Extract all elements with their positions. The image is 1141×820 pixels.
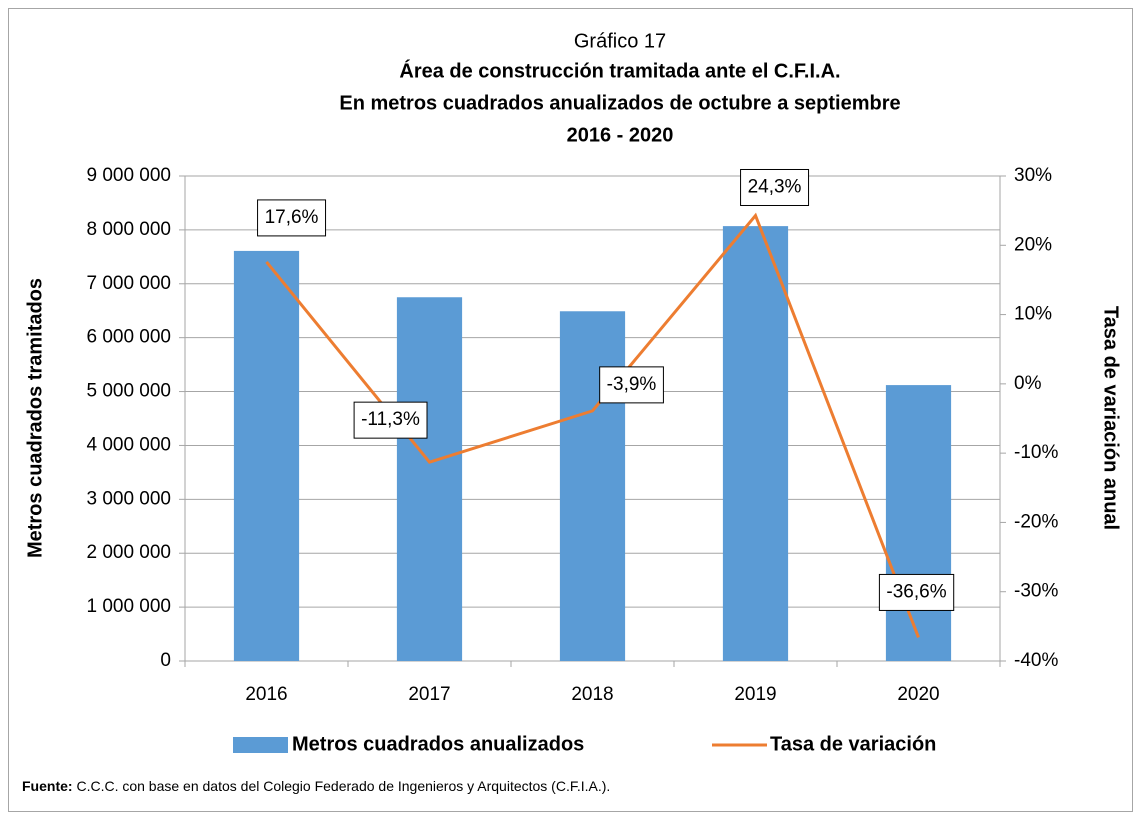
chart-subtitle: Área de construcción tramitada ante el C…	[399, 59, 840, 82]
data-label-box	[740, 168, 810, 206]
y-tick-label: 9 000 000	[86, 165, 171, 186]
chart-title: Gráfico 17	[574, 30, 666, 52]
data-label-group: -3,9%	[599, 366, 664, 404]
data-label-group: 24,3%	[740, 168, 810, 206]
data-label-box	[878, 573, 955, 611]
y2-tick-label: -30%	[1014, 581, 1058, 602]
y-tick-label: 2 000 000	[86, 542, 171, 563]
bar	[233, 250, 300, 661]
source-label: Fuente:	[22, 778, 73, 794]
data-label: -3,9%	[607, 374, 657, 395]
bar	[722, 226, 789, 661]
chart-subtitle: En metros cuadrados anualizados de octub…	[339, 92, 900, 114]
bar	[885, 385, 952, 661]
data-label: 17,6%	[265, 207, 319, 228]
bar	[559, 311, 626, 661]
x-tick-label: 2020	[897, 684, 939, 705]
line	[265, 212, 920, 638]
y2-tick-label: -20%	[1014, 511, 1058, 532]
data-label: 24,3%	[748, 177, 802, 198]
data-label-box	[599, 366, 664, 404]
chart-subtitle: 2016 - 2020	[567, 124, 674, 146]
y-tick-label: 5 000 000	[86, 381, 171, 402]
y-tick-label: 6 000 000	[86, 327, 171, 348]
y2-tick-label: 20%	[1014, 234, 1052, 255]
data-label: -36,6%	[886, 581, 946, 602]
y-tick-label: 7 000 000	[86, 273, 171, 294]
y2-tick-label: -40%	[1014, 650, 1058, 671]
y-axis-label: Metros cuadrados tramitados	[24, 278, 46, 558]
data-label-group: -36,6%	[878, 573, 955, 611]
data-label-group: 17,6%	[257, 199, 327, 237]
x-tick-label: 2017	[408, 684, 450, 705]
legend-swatch	[233, 737, 288, 753]
x-tick-label: 2019	[734, 684, 776, 705]
x-tick-label: 2018	[571, 684, 613, 705]
y-tick-label: 3 000 000	[86, 488, 171, 509]
y-tick-label: 4 000 000	[86, 434, 171, 455]
data-label-box	[257, 199, 327, 237]
bar	[396, 297, 463, 661]
data-label: -11,3%	[361, 409, 420, 430]
y2-tick-label: -10%	[1014, 442, 1058, 463]
data-label-box	[353, 401, 428, 439]
x-tick-label: 2016	[245, 684, 287, 705]
y-tick-label: 0	[160, 650, 171, 671]
source: Fuente: C.C.C. con base en datos del Col…	[22, 778, 610, 794]
y-tick-label: 1 000 000	[86, 596, 171, 617]
y-tick-label: 8 000 000	[86, 219, 171, 240]
y2-tick-label: 10%	[1014, 304, 1052, 325]
y2-tick-label: 30%	[1014, 165, 1052, 186]
legend-label: Metros cuadrados anualizados	[292, 733, 584, 755]
data-label-group: -11,3%	[353, 401, 428, 439]
y2-axis-label: Tasa de variación anual	[1100, 306, 1122, 530]
source-text: C.C.C. con base en datos del Colegio Fed…	[73, 778, 611, 794]
y2-tick-label: 0%	[1014, 373, 1042, 394]
legend-label: Tasa de variación	[770, 733, 936, 755]
